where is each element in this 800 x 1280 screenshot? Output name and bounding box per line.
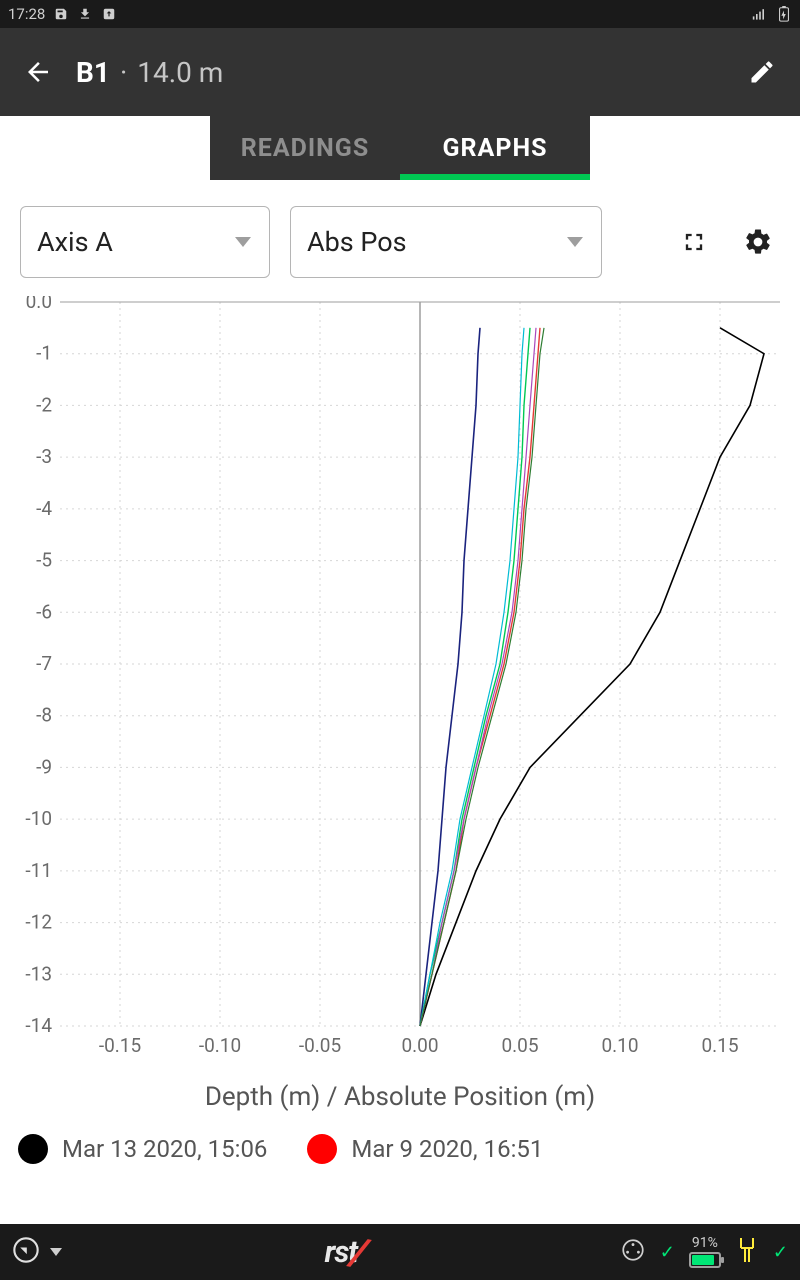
svg-text:-0.10: -0.10 xyxy=(199,1034,241,1057)
check-icon: ✓ xyxy=(773,1242,788,1263)
axis-title: Depth (m) / Absolute Position (m) xyxy=(0,1082,800,1112)
edit-button[interactable] xyxy=(742,52,782,92)
svg-text:-8: -8 xyxy=(36,704,52,727)
svg-text:-0.05: -0.05 xyxy=(299,1034,341,1057)
svg-text:-7: -7 xyxy=(36,652,52,675)
signal-icon xyxy=(752,6,768,22)
battery-icon xyxy=(776,6,792,22)
legend-swatch xyxy=(307,1134,337,1164)
battery-percent: 91% xyxy=(692,1236,718,1250)
svg-text:-5: -5 xyxy=(36,549,52,572)
rst-logo: rst/ xyxy=(325,1235,357,1270)
battery-indicator: 91% xyxy=(689,1236,721,1268)
svg-text:0.10: 0.10 xyxy=(601,1034,638,1057)
graph-controls: Axis A Abs Pos xyxy=(0,180,800,296)
svg-text:-4: -4 xyxy=(36,497,52,520)
check-icon: ✓ xyxy=(660,1242,675,1263)
tab-readings-label: READINGS xyxy=(241,134,370,163)
connection-icon xyxy=(620,1237,646,1267)
svg-text:-11: -11 xyxy=(25,859,52,882)
title-sub: 14.0 m xyxy=(137,56,223,89)
chevron-down-icon xyxy=(567,237,583,247)
bottom-status-bar: rst/ ✓ 91% ✓ xyxy=(0,1224,800,1280)
svg-text:0.00: 0.00 xyxy=(401,1034,438,1057)
back-button[interactable] xyxy=(18,52,58,92)
depth-position-chart[interactable]: 0.0 -1 -2 -3 -4 -5 -6 -7 -8 -9 -10 -11 -12 -13 -14 -0.1… xyxy=(0,296,790,1066)
svg-text:0.0: 0.0 xyxy=(26,296,52,313)
tab-bar: READINGS GRAPHS xyxy=(0,116,800,180)
chart-legend: Mar 13 2020, 15:06 Mar 9 2020, 16:51 xyxy=(0,1112,800,1174)
svg-text:-0.15: -0.15 xyxy=(99,1034,141,1057)
android-status-bar: 17:28 xyxy=(0,0,800,28)
svg-text:-6: -6 xyxy=(36,600,52,623)
svg-text:-3: -3 xyxy=(36,445,52,468)
chart-area[interactable]: 0.0 -1 -2 -3 -4 -5 -6 -7 -8 -9 -10 -11 -12 -13 -14 -0.1… xyxy=(0,296,800,1066)
status-time: 17:28 xyxy=(8,5,45,23)
update-icon xyxy=(101,6,117,22)
tab-readings[interactable]: READINGS xyxy=(210,116,400,180)
title-sep: · xyxy=(120,56,127,89)
legend-item[interactable]: Mar 9 2020, 16:51 xyxy=(307,1134,543,1164)
axis-select-value: Axis A xyxy=(37,226,113,258)
legend-item[interactable]: Mar 13 2020, 15:06 xyxy=(18,1134,267,1164)
mode-select[interactable]: Abs Pos xyxy=(290,206,602,278)
axis-select[interactable]: Axis A xyxy=(20,206,270,278)
tab-graphs[interactable]: GRAPHS xyxy=(400,116,590,180)
tab-graphs-label: GRAPHS xyxy=(442,134,547,163)
svg-text:-9: -9 xyxy=(36,755,52,778)
save-icon xyxy=(53,6,69,22)
settings-button[interactable] xyxy=(736,220,780,264)
svg-text:-12: -12 xyxy=(25,911,52,934)
mode-select-value: Abs Pos xyxy=(307,226,407,258)
svg-text:-14: -14 xyxy=(25,1014,52,1037)
legend-swatch xyxy=(18,1134,48,1164)
app-bar: B1 · 14.0 m xyxy=(0,28,800,116)
svg-text:-1: -1 xyxy=(36,342,52,365)
chevron-down-icon xyxy=(235,237,251,247)
svg-text:0.15: 0.15 xyxy=(701,1034,738,1057)
probe-icon xyxy=(735,1236,759,1268)
svg-text:-2: -2 xyxy=(36,393,52,416)
legend-label: Mar 13 2020, 15:06 xyxy=(62,1135,267,1163)
chevron-down-icon[interactable] xyxy=(50,1248,62,1256)
legend-label: Mar 9 2020, 16:51 xyxy=(351,1135,543,1163)
page-title: B1 · 14.0 m xyxy=(76,56,742,89)
svg-text:0.05: 0.05 xyxy=(501,1034,538,1057)
svg-text:-10: -10 xyxy=(25,807,52,830)
svg-text:-13: -13 xyxy=(25,962,52,985)
download-icon xyxy=(77,6,93,22)
fullscreen-button[interactable] xyxy=(672,220,716,264)
sync-button[interactable] xyxy=(12,1236,40,1268)
title-main: B1 xyxy=(76,56,110,89)
